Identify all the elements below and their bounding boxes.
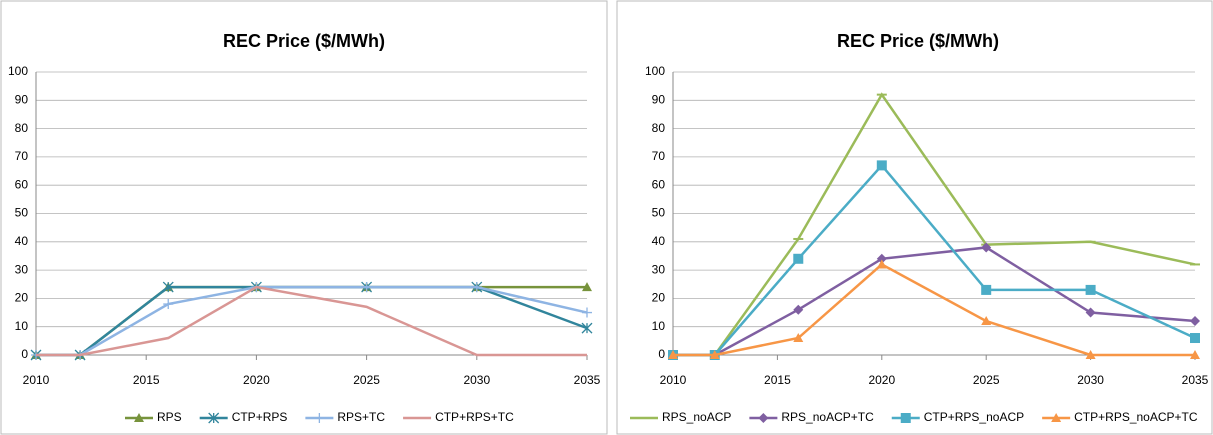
marker xyxy=(1085,284,1096,295)
panel xyxy=(616,0,1213,435)
y-tick-label: 20 xyxy=(652,291,666,305)
marker xyxy=(1190,333,1200,344)
marker xyxy=(876,253,887,264)
y-tick-label: 50 xyxy=(15,206,29,220)
legend-label: RPS+TC xyxy=(337,410,385,424)
chart-title: REC Price ($/MWh) xyxy=(837,31,999,51)
chart: REC Price ($/MWh)01020304050607080901002… xyxy=(630,31,1209,424)
chart: REC Price ($/MWh)01020304050607080901002… xyxy=(8,31,601,424)
y-tick-label: 80 xyxy=(15,121,29,135)
x-tick-label: 2010 xyxy=(23,373,50,387)
marker xyxy=(876,160,887,171)
legend-label: RPS_noACP xyxy=(662,410,731,424)
marker xyxy=(582,282,592,292)
y-tick-label: 70 xyxy=(15,149,29,163)
panel xyxy=(0,0,608,435)
marker xyxy=(876,259,887,269)
marker xyxy=(582,307,592,318)
y-tick-label: 0 xyxy=(658,347,665,361)
marker xyxy=(793,333,804,343)
marker xyxy=(668,350,678,359)
y-tick-label: 100 xyxy=(645,64,665,78)
legend-marker xyxy=(1051,413,1062,422)
marker xyxy=(163,299,174,310)
marker xyxy=(981,316,992,326)
legend-marker xyxy=(134,413,144,422)
x-tick-label: 2015 xyxy=(133,373,160,387)
marker xyxy=(471,282,482,293)
legend-label: RPS_noACP+TC xyxy=(781,410,874,424)
y-tick-label: 70 xyxy=(652,149,666,163)
x-tick-label: 2035 xyxy=(574,373,601,387)
legend-label: CTP+RPS_noACP+TC xyxy=(1074,410,1198,424)
chart-title: REC Price ($/MWh) xyxy=(223,31,385,51)
y-tick-label: 0 xyxy=(21,347,28,361)
x-tick-label: 2030 xyxy=(1077,373,1104,387)
marker xyxy=(1085,350,1096,359)
legend-marker xyxy=(758,413,769,423)
y-tick-label: 10 xyxy=(15,319,29,333)
legend-marker xyxy=(900,413,911,423)
x-tick-label: 2020 xyxy=(243,373,270,387)
y-tick-label: 60 xyxy=(15,177,29,191)
marker xyxy=(709,350,720,359)
y-tick-label: 20 xyxy=(15,291,29,305)
y-tick-label: 30 xyxy=(15,262,29,276)
marker xyxy=(1085,307,1096,318)
marker xyxy=(162,281,174,293)
x-tick-label: 2020 xyxy=(868,373,895,387)
legend-marker xyxy=(208,412,220,424)
marker xyxy=(361,282,372,293)
y-tick-label: 60 xyxy=(652,177,666,191)
marker xyxy=(581,322,593,334)
marker xyxy=(981,242,992,253)
x-tick-label: 2025 xyxy=(973,373,1000,387)
x-tick-label: 2010 xyxy=(660,373,687,387)
y-tick-label: 30 xyxy=(652,262,666,276)
x-tick-label: 2035 xyxy=(1182,373,1209,387)
y-tick-label: 100 xyxy=(8,64,28,78)
legend-label: RPS xyxy=(157,410,182,424)
y-tick-label: 10 xyxy=(652,319,666,333)
legend-marker xyxy=(314,413,325,423)
y-tick-label: 40 xyxy=(15,234,29,248)
legend-label: CTP+RPS_noACP xyxy=(924,410,1024,424)
x-tick-label: 2015 xyxy=(764,373,791,387)
y-tick-label: 50 xyxy=(652,206,666,220)
y-tick-label: 90 xyxy=(15,92,29,106)
marker xyxy=(981,284,992,295)
line xyxy=(36,285,587,357)
y-tick-label: 90 xyxy=(652,92,666,106)
x-tick-label: 2025 xyxy=(353,373,380,387)
y-tick-label: 80 xyxy=(652,121,666,135)
legend-label: CTP+RPS+TC xyxy=(435,410,514,424)
marker xyxy=(793,304,804,315)
y-tick-label: 40 xyxy=(652,234,666,248)
marker xyxy=(1190,316,1200,327)
marker xyxy=(793,253,804,264)
x-tick-label: 2030 xyxy=(463,373,490,387)
legend-label: CTP+RPS xyxy=(232,410,288,424)
marker xyxy=(1190,350,1200,359)
